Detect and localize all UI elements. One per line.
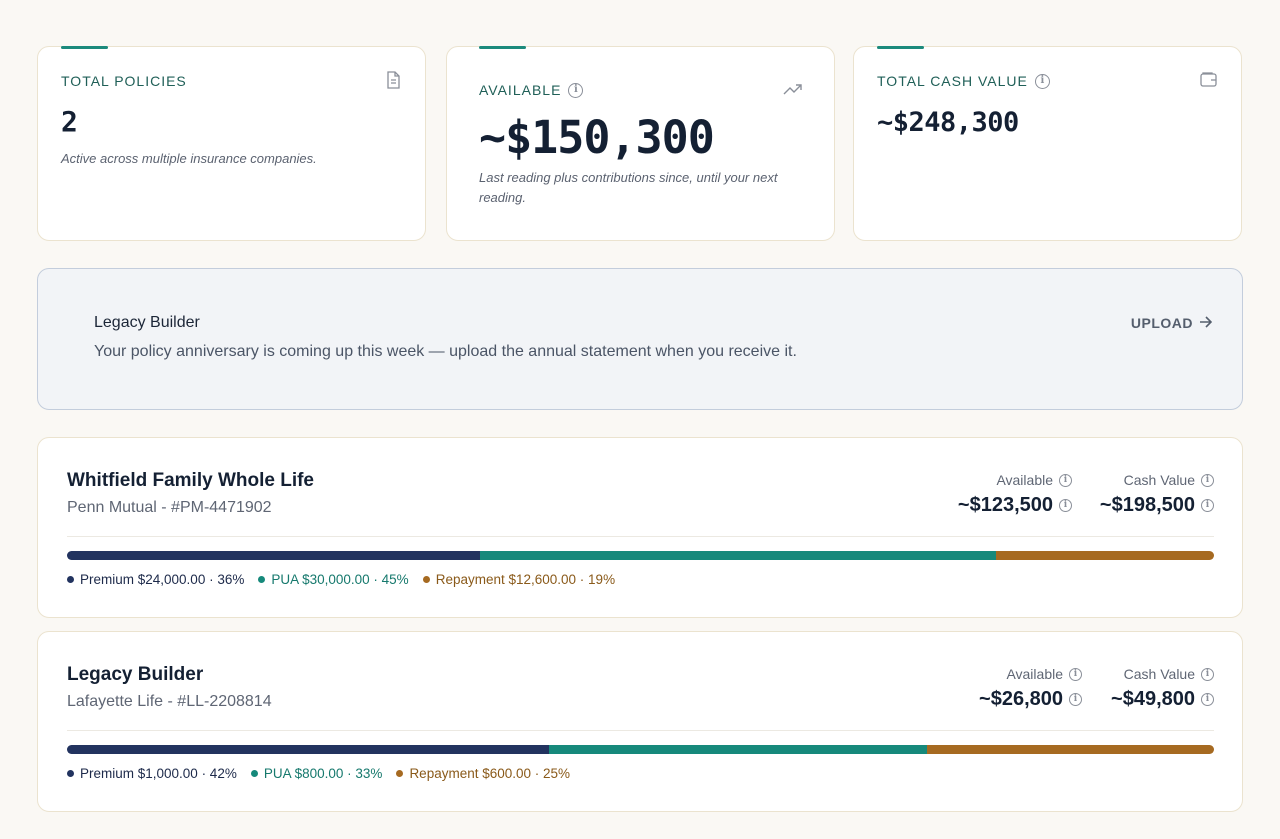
bar-segment-pua xyxy=(548,745,928,754)
trending-up-icon xyxy=(783,82,802,100)
info-icon[interactable]: i xyxy=(1069,693,1082,706)
bar-segment-repay xyxy=(996,551,1214,560)
legend-repayment: Repayment $12,600.00 · 19% xyxy=(422,572,616,587)
stat-value: ~$248,300 xyxy=(877,107,1019,138)
policy-name: Legacy Builder xyxy=(67,664,204,685)
arrow-right-icon xyxy=(1199,315,1213,331)
upload-label: UPLOAD xyxy=(1130,315,1193,331)
metric-label: Cash Value xyxy=(1123,472,1195,488)
info-icon[interactable]: i xyxy=(1059,473,1072,487)
stat-card-total-policies: TOTAL POLICIES 2 Active across multiple … xyxy=(37,46,426,241)
stat-label-row: TOTAL CASH VALUE i xyxy=(877,73,1050,89)
policy-name: Whitfield Family Whole Life xyxy=(67,470,314,491)
metric-value: ~$26,800 xyxy=(979,688,1063,710)
stat-value: ~$150,300 xyxy=(479,111,715,164)
info-icon[interactable]: i xyxy=(1034,73,1050,89)
bar-segment-repay xyxy=(927,745,1214,754)
stat-value: 2 xyxy=(61,105,78,138)
info-icon[interactable]: i xyxy=(1201,499,1214,512)
legend-pua: PUA $30,000.00 · 45% xyxy=(258,572,409,587)
bar-segment-pua xyxy=(479,551,997,560)
breakdown-legend: Premium $1,000.00 · 42% PUA $800.00 · 33… xyxy=(67,766,570,781)
policy-card[interactable]: Whitfield Family Whole Life Penn Mutual … xyxy=(37,437,1243,618)
metric-value: ~$123,500 xyxy=(957,494,1053,516)
stat-card-available: AVAILABLE i ~$150,300 Last reading plus … xyxy=(446,46,835,241)
legend-pua: PUA $800.00 · 33% xyxy=(250,766,383,781)
breakdown-legend: Premium $24,000.00 · 36% PUA $30,000.00 … xyxy=(67,572,615,587)
bar-segment-premium xyxy=(67,551,480,560)
card-accent xyxy=(61,46,108,49)
policy-subtitle: Lafayette Life - #LL-2208814 xyxy=(67,693,272,710)
metric-value: ~$198,500 xyxy=(1099,494,1195,516)
info-icon[interactable]: i xyxy=(1201,693,1214,706)
available-metric: Available i ~$123,500 i xyxy=(958,472,1072,517)
stat-label: TOTAL CASH VALUE xyxy=(877,73,1028,89)
stat-description: Active across multiple insurance compani… xyxy=(61,151,317,166)
legend-text: Premium $1,000.00 · 42% xyxy=(80,766,237,781)
divider xyxy=(67,730,1214,731)
legend-text: Repayment $12,600.00 · 19% xyxy=(435,572,616,587)
card-accent xyxy=(877,46,924,49)
legend-text: Repayment $600.00 · 25% xyxy=(409,766,571,781)
legend-text: PUA $30,000.00 · 45% xyxy=(271,572,409,587)
info-icon[interactable]: i xyxy=(1069,667,1082,681)
stat-label: AVAILABLE xyxy=(479,82,562,98)
info-icon[interactable]: i xyxy=(1059,499,1072,512)
legend-premium: Premium $1,000.00 · 42% xyxy=(67,766,237,781)
divider xyxy=(67,536,1214,537)
info-icon[interactable]: i xyxy=(568,82,584,98)
anniversary-notice: Legacy Builder Your policy anniversary i… xyxy=(37,268,1243,410)
document-icon xyxy=(385,71,401,94)
card-accent xyxy=(479,46,526,49)
notice-title: Legacy Builder xyxy=(94,314,200,331)
wallet-icon xyxy=(1200,72,1217,92)
legend-premium: Premium $24,000.00 · 36% xyxy=(67,572,244,587)
legend-text: PUA $800.00 · 33% xyxy=(263,766,383,781)
stat-label: TOTAL POLICIES xyxy=(61,73,187,89)
policy-card[interactable]: Legacy Builder Lafayette Life - #LL-2208… xyxy=(37,631,1243,812)
stat-label-row: AVAILABLE i xyxy=(479,82,584,98)
notice-message: Your policy anniversary is coming up thi… xyxy=(94,343,797,360)
bar-segment-premium xyxy=(67,745,549,754)
cash-value-metric: Cash Value i ~$198,500 i xyxy=(1100,472,1214,517)
metric-label: Available xyxy=(996,472,1053,488)
legend-repayment: Repayment $600.00 · 25% xyxy=(396,766,570,781)
info-icon[interactable]: i xyxy=(1201,667,1214,681)
policy-subtitle: Penn Mutual - #PM-4471902 xyxy=(67,499,272,516)
metric-value: ~$49,800 xyxy=(1111,688,1195,710)
info-icon[interactable]: i xyxy=(1201,473,1214,487)
legend-text: Premium $24,000.00 · 36% xyxy=(80,572,245,587)
breakdown-bar xyxy=(67,745,1214,754)
cash-value-metric: Cash Value i ~$49,800 i xyxy=(1111,666,1214,711)
upload-button[interactable]: UPLOAD xyxy=(1130,315,1213,331)
metric-label: Cash Value xyxy=(1123,666,1195,682)
stat-description: Last reading plus contributions since, u… xyxy=(479,170,778,205)
available-metric: Available i ~$26,800 i xyxy=(979,666,1082,711)
metric-label: Available xyxy=(1006,666,1063,682)
breakdown-bar xyxy=(67,551,1214,560)
stat-card-total-cash-value: TOTAL CASH VALUE i ~$248,300 xyxy=(853,46,1242,241)
